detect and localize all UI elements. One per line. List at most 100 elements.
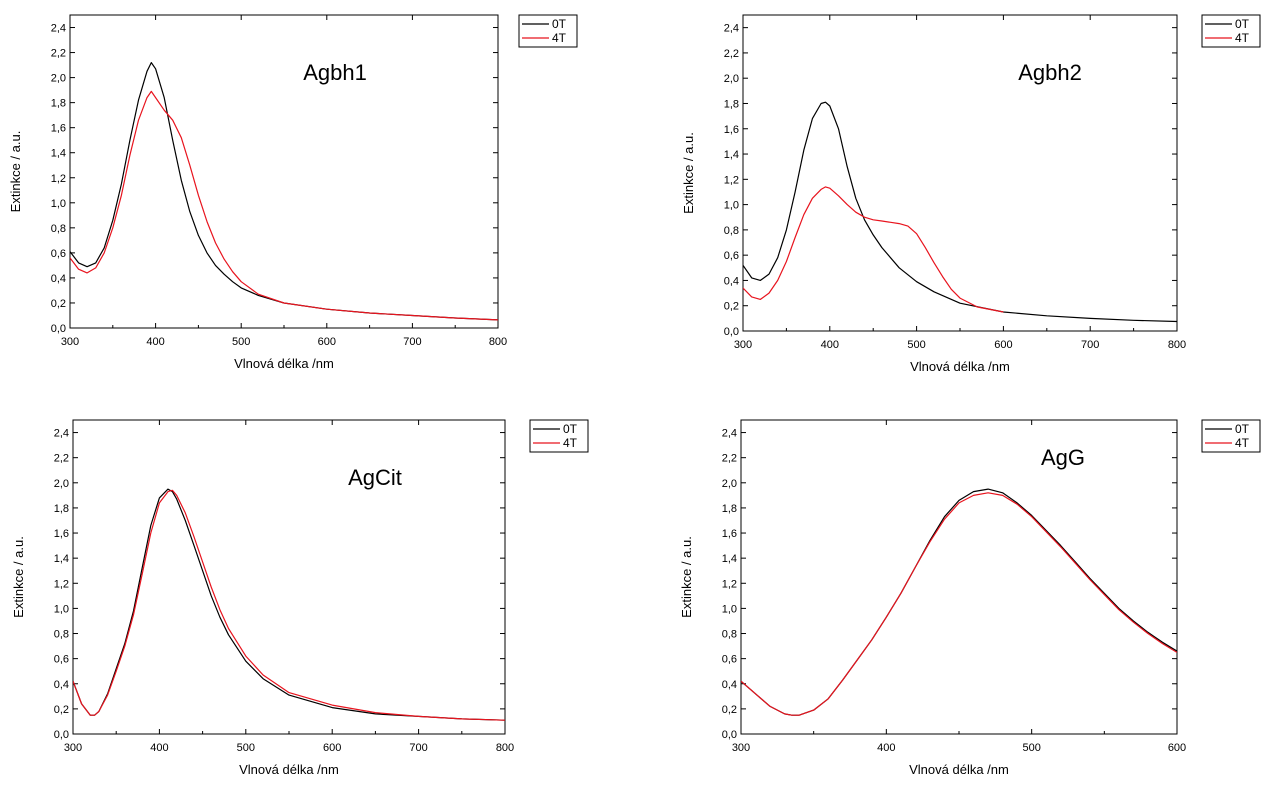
y-tick-label: 2,4 <box>51 23 66 35</box>
y-tick-label: 2,2 <box>722 453 737 465</box>
y-tick-label: 1,2 <box>724 174 739 186</box>
series-line-0T <box>70 62 498 321</box>
y-tick-label: 1,4 <box>51 148 66 160</box>
y-tick-label: 0,0 <box>724 326 739 338</box>
y-axis-label: Extinkce / a.u. <box>11 536 26 618</box>
y-tick-label: 0,8 <box>54 629 69 641</box>
x-tick-label: 300 <box>64 742 82 754</box>
x-tick-label: 500 <box>907 339 925 351</box>
legend-label: 4T <box>552 31 567 45</box>
series-line-0T <box>743 101 1177 323</box>
chart-2: 300 400 500 600 700 800 0,0 0,2 0,4 0,6 0,8 1,0 1,2 1… <box>11 419 589 777</box>
x-axis-label: Vlnová délka /nm <box>910 359 1010 374</box>
chart-0: 300 400 500 600 700 800 0,0 0,2 0,4 0,6 0,8 1,0 1,2 1… <box>8 14 578 371</box>
y-tick-label: 1,6 <box>724 124 739 136</box>
y-tick-label: 2,4 <box>722 428 737 440</box>
y-tick-label: 2,2 <box>51 48 66 60</box>
x-tick-label: 400 <box>877 742 895 754</box>
y-tick-label: 2,2 <box>54 453 69 465</box>
legend-label: 4T <box>1235 31 1250 45</box>
y-tick-label: 0,8 <box>722 629 737 641</box>
legend-label: 4T <box>1235 436 1250 450</box>
y-tick-label: 1,8 <box>54 503 69 515</box>
series-line-4T <box>741 492 1177 716</box>
y-tick-label: 0,2 <box>51 298 66 310</box>
x-axis-label: Vlnová délka /nm <box>239 762 339 777</box>
x-tick-label: 600 <box>323 742 341 754</box>
y-tick-label: 2,0 <box>724 73 739 85</box>
x-tick-label: 800 <box>1168 339 1186 351</box>
x-tick-label: 500 <box>1022 742 1040 754</box>
y-tick-label: 0,0 <box>54 729 69 741</box>
y-axis-label: Extinkce / a.u. <box>8 131 23 213</box>
series-line-4T <box>73 489 505 721</box>
x-tick-label: 700 <box>1081 339 1099 351</box>
chart-title: AgG <box>1041 445 1085 470</box>
y-tick-label: 1,4 <box>54 553 69 565</box>
y-tick-label: 2,4 <box>724 23 739 35</box>
y-tick-label: 1,6 <box>722 528 737 540</box>
y-tick-label: 1,8 <box>724 98 739 110</box>
x-tick-label: 400 <box>146 336 164 348</box>
y-tick-label: 1,0 <box>724 200 739 212</box>
y-tick-label: 1,2 <box>54 578 69 590</box>
legend-label: 0T <box>1235 17 1250 31</box>
y-tick-label: 0,6 <box>54 654 69 666</box>
legend-box <box>1201 14 1261 48</box>
legend-box <box>529 419 589 453</box>
y-tick-label: 1,0 <box>722 603 737 615</box>
x-axis-label: Vlnová délka /nm <box>234 356 334 371</box>
x-tick-label: 300 <box>61 336 79 348</box>
y-tick-label: 0,4 <box>51 273 66 285</box>
x-axis-label: Vlnová délka /nm <box>909 762 1009 777</box>
chart-3: 300 400 500 600 0,0 0,2 0,4 0,6 0,8 1,0 1,2 1,4 1,6 1… <box>679 419 1261 777</box>
chart-1: 300 400 500 600 700 800 0,0 0,2 0,4 0,6 0,8 1,0 1,2 1… <box>681 14 1261 374</box>
y-tick-label: 2,2 <box>724 48 739 60</box>
y-tick-label: 1,4 <box>724 149 739 161</box>
y-tick-label: 0,2 <box>54 704 69 716</box>
legend-box <box>518 14 578 48</box>
y-tick-label: 0,4 <box>722 679 737 691</box>
y-tick-label: 0,0 <box>722 729 737 741</box>
plot-frame <box>740 419 1178 735</box>
series-line-4T <box>70 90 498 321</box>
x-tick-label: 800 <box>489 336 507 348</box>
legend-label: 4T <box>563 436 578 450</box>
x-tick-label: 500 <box>232 336 250 348</box>
legend-label: 0T <box>563 422 578 436</box>
x-tick-label: 600 <box>318 336 336 348</box>
x-tick-label: 600 <box>1168 742 1186 754</box>
x-tick-label: 700 <box>409 742 427 754</box>
legend-label: 0T <box>552 17 567 31</box>
x-tick-label: 700 <box>403 336 421 348</box>
y-tick-label: 2,0 <box>54 478 69 490</box>
y-tick-label: 1,0 <box>51 198 66 210</box>
x-tick-label: 400 <box>821 339 839 351</box>
y-tick-label: 0,8 <box>724 225 739 237</box>
y-tick-label: 2,4 <box>54 428 69 440</box>
x-tick-label: 400 <box>150 742 168 754</box>
y-tick-label: 0,2 <box>722 704 737 716</box>
y-axis-label: Extinkce / a.u. <box>681 132 696 214</box>
series-line-4T <box>743 186 1004 313</box>
legend-box <box>1201 419 1261 453</box>
y-tick-label: 1,8 <box>722 503 737 515</box>
y-tick-label: 1,0 <box>54 603 69 615</box>
y-tick-label: 0,6 <box>51 248 66 260</box>
plot-frame <box>72 419 506 735</box>
y-tick-label: 0,8 <box>51 223 66 235</box>
y-axis-label: Extinkce / a.u. <box>679 536 694 618</box>
y-tick-label: 2,0 <box>722 478 737 490</box>
legend-label: 0T <box>1235 422 1250 436</box>
plot-frame <box>742 14 1178 332</box>
plot-frame <box>69 14 499 329</box>
y-tick-label: 2,0 <box>51 73 66 85</box>
x-tick-label: 300 <box>734 339 752 351</box>
y-tick-label: 1,4 <box>722 553 737 565</box>
y-tick-label: 1,6 <box>51 123 66 135</box>
y-tick-label: 1,8 <box>51 98 66 110</box>
